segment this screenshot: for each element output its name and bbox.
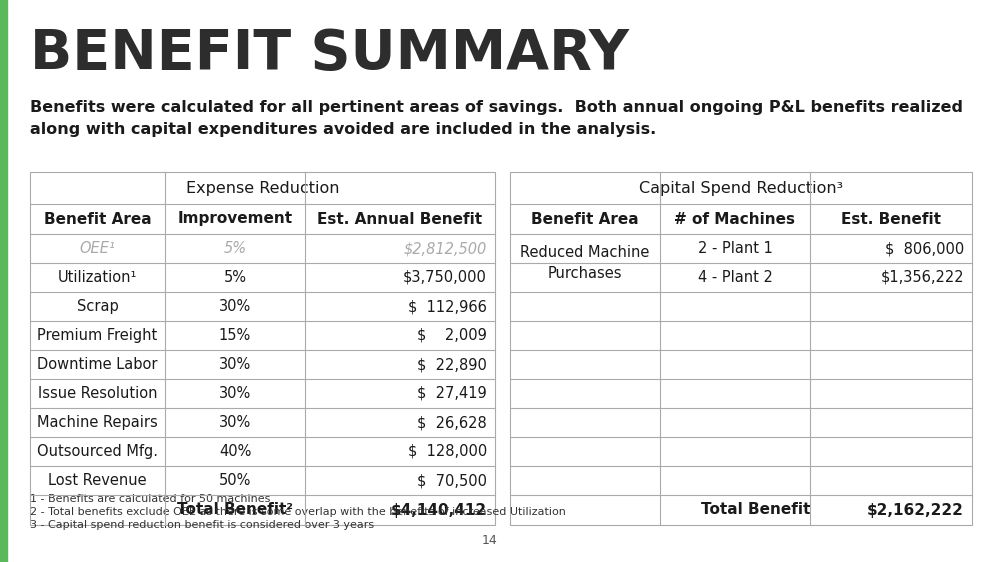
Text: Est. Benefit: Est. Benefit [841,211,941,226]
Text: Benefit Area: Benefit Area [531,211,639,226]
Text: $1,356,222: $1,356,222 [880,270,964,285]
Text: $  22,890: $ 22,890 [417,357,487,372]
Text: $  70,500: $ 70,500 [417,473,487,488]
Text: Outsourced Mfg.: Outsourced Mfg. [37,444,158,459]
Text: Benefit Area: Benefit Area [44,211,151,226]
Text: Premium Freight: Premium Freight [37,328,158,343]
Text: 5%: 5% [224,270,246,285]
Text: $    2,009: $ 2,009 [417,328,487,343]
Text: Total Benefit: Total Benefit [701,502,810,518]
Text: Lost Revenue: Lost Revenue [48,473,147,488]
Text: 1 - Benefits are calculated for 50 machines: 1 - Benefits are calculated for 50 machi… [30,494,270,504]
Text: 15%: 15% [219,328,251,343]
Text: Expense Reduction: Expense Reduction [186,180,339,196]
Text: 50%: 50% [219,473,251,488]
Text: $  26,628: $ 26,628 [417,415,487,430]
Text: 5%: 5% [223,241,247,256]
Text: 4 - Plant 2: 4 - Plant 2 [698,270,772,285]
Text: Utilization¹: Utilization¹ [58,270,137,285]
Text: 2 - Total benefits exclude OEE as there is some overlap with the benefits of inc: 2 - Total benefits exclude OEE as there … [30,507,566,517]
Text: Scrap: Scrap [77,299,118,314]
Text: $  112,966: $ 112,966 [408,299,487,314]
Text: Machine Repairs: Machine Repairs [37,415,158,430]
Text: 2 - Plant 1: 2 - Plant 1 [698,241,772,256]
Text: $4,140,412: $4,140,412 [391,502,487,518]
Text: Issue Resolution: Issue Resolution [38,386,157,401]
Text: $  27,419: $ 27,419 [417,386,487,401]
Text: $  128,000: $ 128,000 [408,444,487,459]
Text: Benefits were calculated for all pertinent areas of savings.  Both annual ongoin: Benefits were calculated for all pertine… [30,100,963,137]
Text: 40%: 40% [219,444,251,459]
Text: BENEFIT SUMMARY: BENEFIT SUMMARY [30,27,629,81]
Text: OEE¹: OEE¹ [80,241,115,256]
Bar [30,172,495,525]
Text: 30%: 30% [219,357,251,372]
Text: Downtime Labor: Downtime Labor [37,357,158,372]
Text: 30%: 30% [219,415,251,430]
Text: $3,750,000: $3,750,000 [403,270,487,285]
Text: 14: 14 [482,533,498,546]
Text: Capital Spend Reduction³: Capital Spend Reduction³ [639,180,843,196]
Text: $2,812,500: $2,812,500 [404,241,487,256]
Text: 30%: 30% [219,299,251,314]
Text: 3 - Capital spend reduction benefit is considered over 3 years: 3 - Capital spend reduction benefit is c… [30,520,374,530]
Bar [0,0,7,562]
Text: $2,162,222: $2,162,222 [867,502,964,518]
Bar [510,172,972,525]
Text: Total Benefit²: Total Benefit² [177,502,293,518]
Text: # of Machines: # of Machines [674,211,796,226]
Text: 30%: 30% [219,386,251,401]
Text: $  806,000: $ 806,000 [885,241,964,256]
Text: Est. Annual Benefit: Est. Annual Benefit [317,211,483,226]
Text: Improvement: Improvement [177,211,293,226]
Text: Reduced Machine
Purchases: Reduced Machine Purchases [520,245,650,281]
